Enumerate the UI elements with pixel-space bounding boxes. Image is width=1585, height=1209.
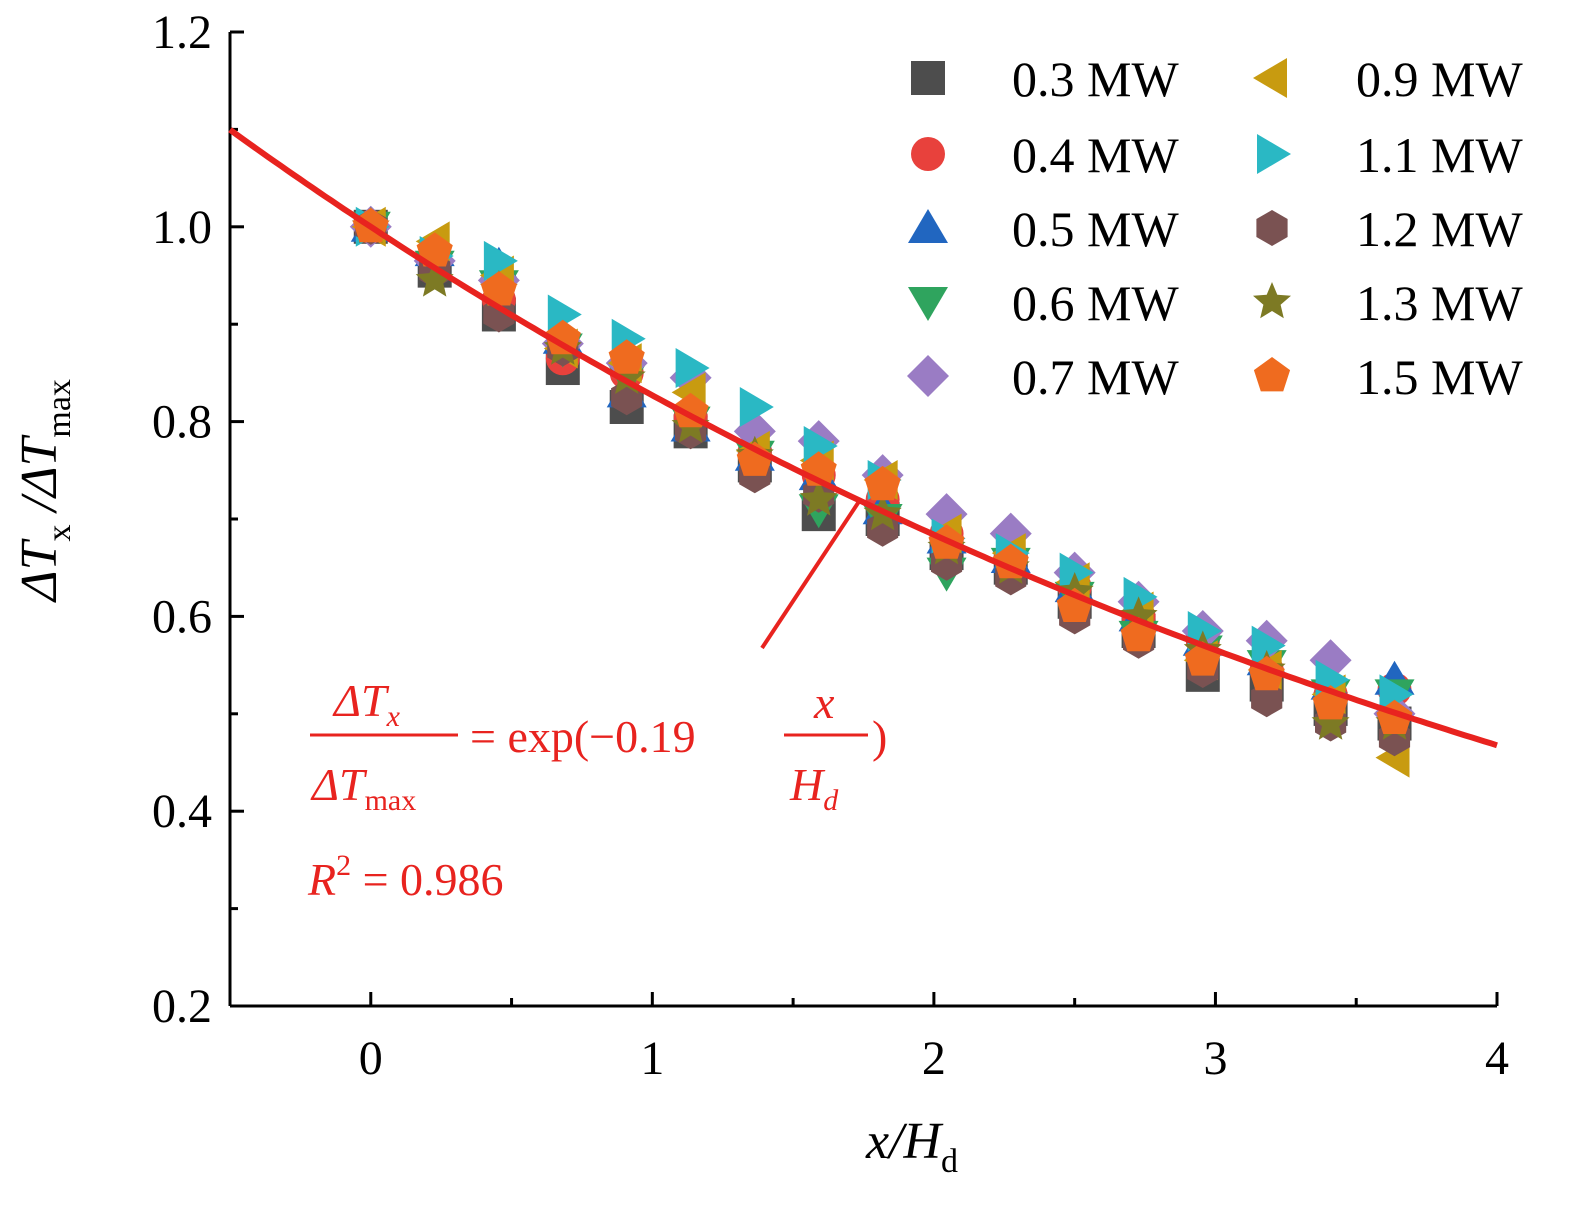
x-tick-label: 2 [922, 1032, 946, 1085]
legend-item: 1.1 MW [1257, 127, 1523, 183]
legend-marker [1256, 210, 1288, 246]
y-tick-label: 1.0 [152, 201, 212, 254]
r-squared-label: R2 = 0.986 [307, 849, 504, 905]
equation-middle: = exp(−0.19 [470, 711, 696, 762]
legend-item: 1.2 MW [1256, 201, 1523, 257]
data-markers [349, 205, 1416, 778]
x-tick-label: 0 [359, 1032, 383, 1085]
data-point [1059, 552, 1094, 593]
data-point [415, 260, 454, 297]
legend-marker [907, 355, 949, 397]
legend-label: 0.7 MW [1012, 349, 1179, 405]
y-tick-label: 0.4 [152, 785, 212, 838]
legend-marker [1253, 58, 1287, 98]
legend-label: 0.4 MW [1012, 127, 1179, 183]
data-point [483, 240, 518, 281]
fit-equation: ΔTx ΔTmax = exp(−0.19 x Hd ) R2 = 0.986 [307, 675, 887, 905]
x-tick-label: 3 [1203, 1032, 1227, 1085]
equation-inner-numerator: x [813, 677, 835, 728]
legend-marker [1257, 134, 1291, 174]
legend-label: 1.5 MW [1356, 349, 1523, 405]
legend-label: 0.5 MW [1012, 201, 1179, 257]
data-point [675, 348, 710, 389]
legend-item: 0.5 MW [908, 201, 1179, 257]
equation-denominator: ΔTmax [310, 759, 416, 817]
data-point [1123, 576, 1158, 617]
x-tick-label: 1 [640, 1032, 664, 1085]
x-tick-label: 4 [1485, 1032, 1509, 1085]
y-tick-label: 0.6 [152, 590, 212, 643]
legend-item: 0.9 MW [1253, 51, 1523, 107]
y-tick-label: 0.2 [152, 980, 212, 1033]
data-point [1379, 674, 1414, 715]
data-point [480, 271, 517, 306]
data-point [608, 339, 645, 374]
legend-item: 0.4 MW [911, 127, 1179, 183]
legend: 0.3 MW 0.4 MW 0.5 MW 0.6 MW 0.7 MW 0.9 MW 1.1 … [907, 51, 1523, 405]
x-axis-ticks: 0 1 2 3 4 [228, 992, 1509, 1085]
data-point [803, 425, 838, 466]
equation-inner-denominator: Hd [789, 759, 839, 817]
legend-label: 0.9 MW [1356, 51, 1523, 107]
legend-label: 0.6 MW [1012, 275, 1179, 331]
legend-item: 0.6 MW [908, 275, 1179, 331]
legend-label: 1.2 MW [1356, 201, 1523, 257]
data-point [1311, 703, 1350, 740]
equation-close: ) [872, 711, 887, 762]
y-axis-label: ΔTx /ΔTmax [11, 379, 78, 603]
data-point [736, 441, 773, 476]
series-9 [352, 207, 1413, 734]
data-point [1251, 625, 1286, 666]
y-tick-label: 1.2 [152, 6, 212, 59]
data-point [864, 465, 901, 501]
legend-marker [1253, 357, 1291, 392]
legend-marker [908, 209, 948, 243]
legend-item: 1.5 MW [1253, 349, 1523, 405]
equation-numerator: ΔTx [332, 675, 401, 733]
fit-curve-group [228, 127, 1498, 749]
y-axis-ticks: 0.2 0.4 0.6 0.8 1.0 1.2 [152, 6, 244, 1033]
legend-marker [911, 137, 945, 171]
x-axis-label: x/Hd [865, 1113, 958, 1180]
data-point [799, 479, 838, 516]
data-point [416, 232, 453, 267]
legend-label: 1.3 MW [1356, 275, 1523, 331]
legend-item: 0.3 MW [911, 51, 1179, 107]
legend-marker [908, 287, 948, 321]
legend-item: 0.7 MW [907, 349, 1179, 405]
data-point [739, 386, 774, 427]
legend-label: 1.1 MW [1356, 127, 1523, 183]
legend-marker [911, 61, 945, 95]
data-point [547, 294, 582, 335]
legend-label: 0.3 MW [1012, 51, 1179, 107]
data-point [544, 319, 581, 355]
fit-curve [228, 127, 1498, 749]
legend-item: 1.3 MW [1253, 275, 1523, 331]
legend-marker [1253, 282, 1291, 319]
equation-pointer-line [760, 498, 862, 650]
y-tick-label: 0.8 [152, 396, 212, 449]
